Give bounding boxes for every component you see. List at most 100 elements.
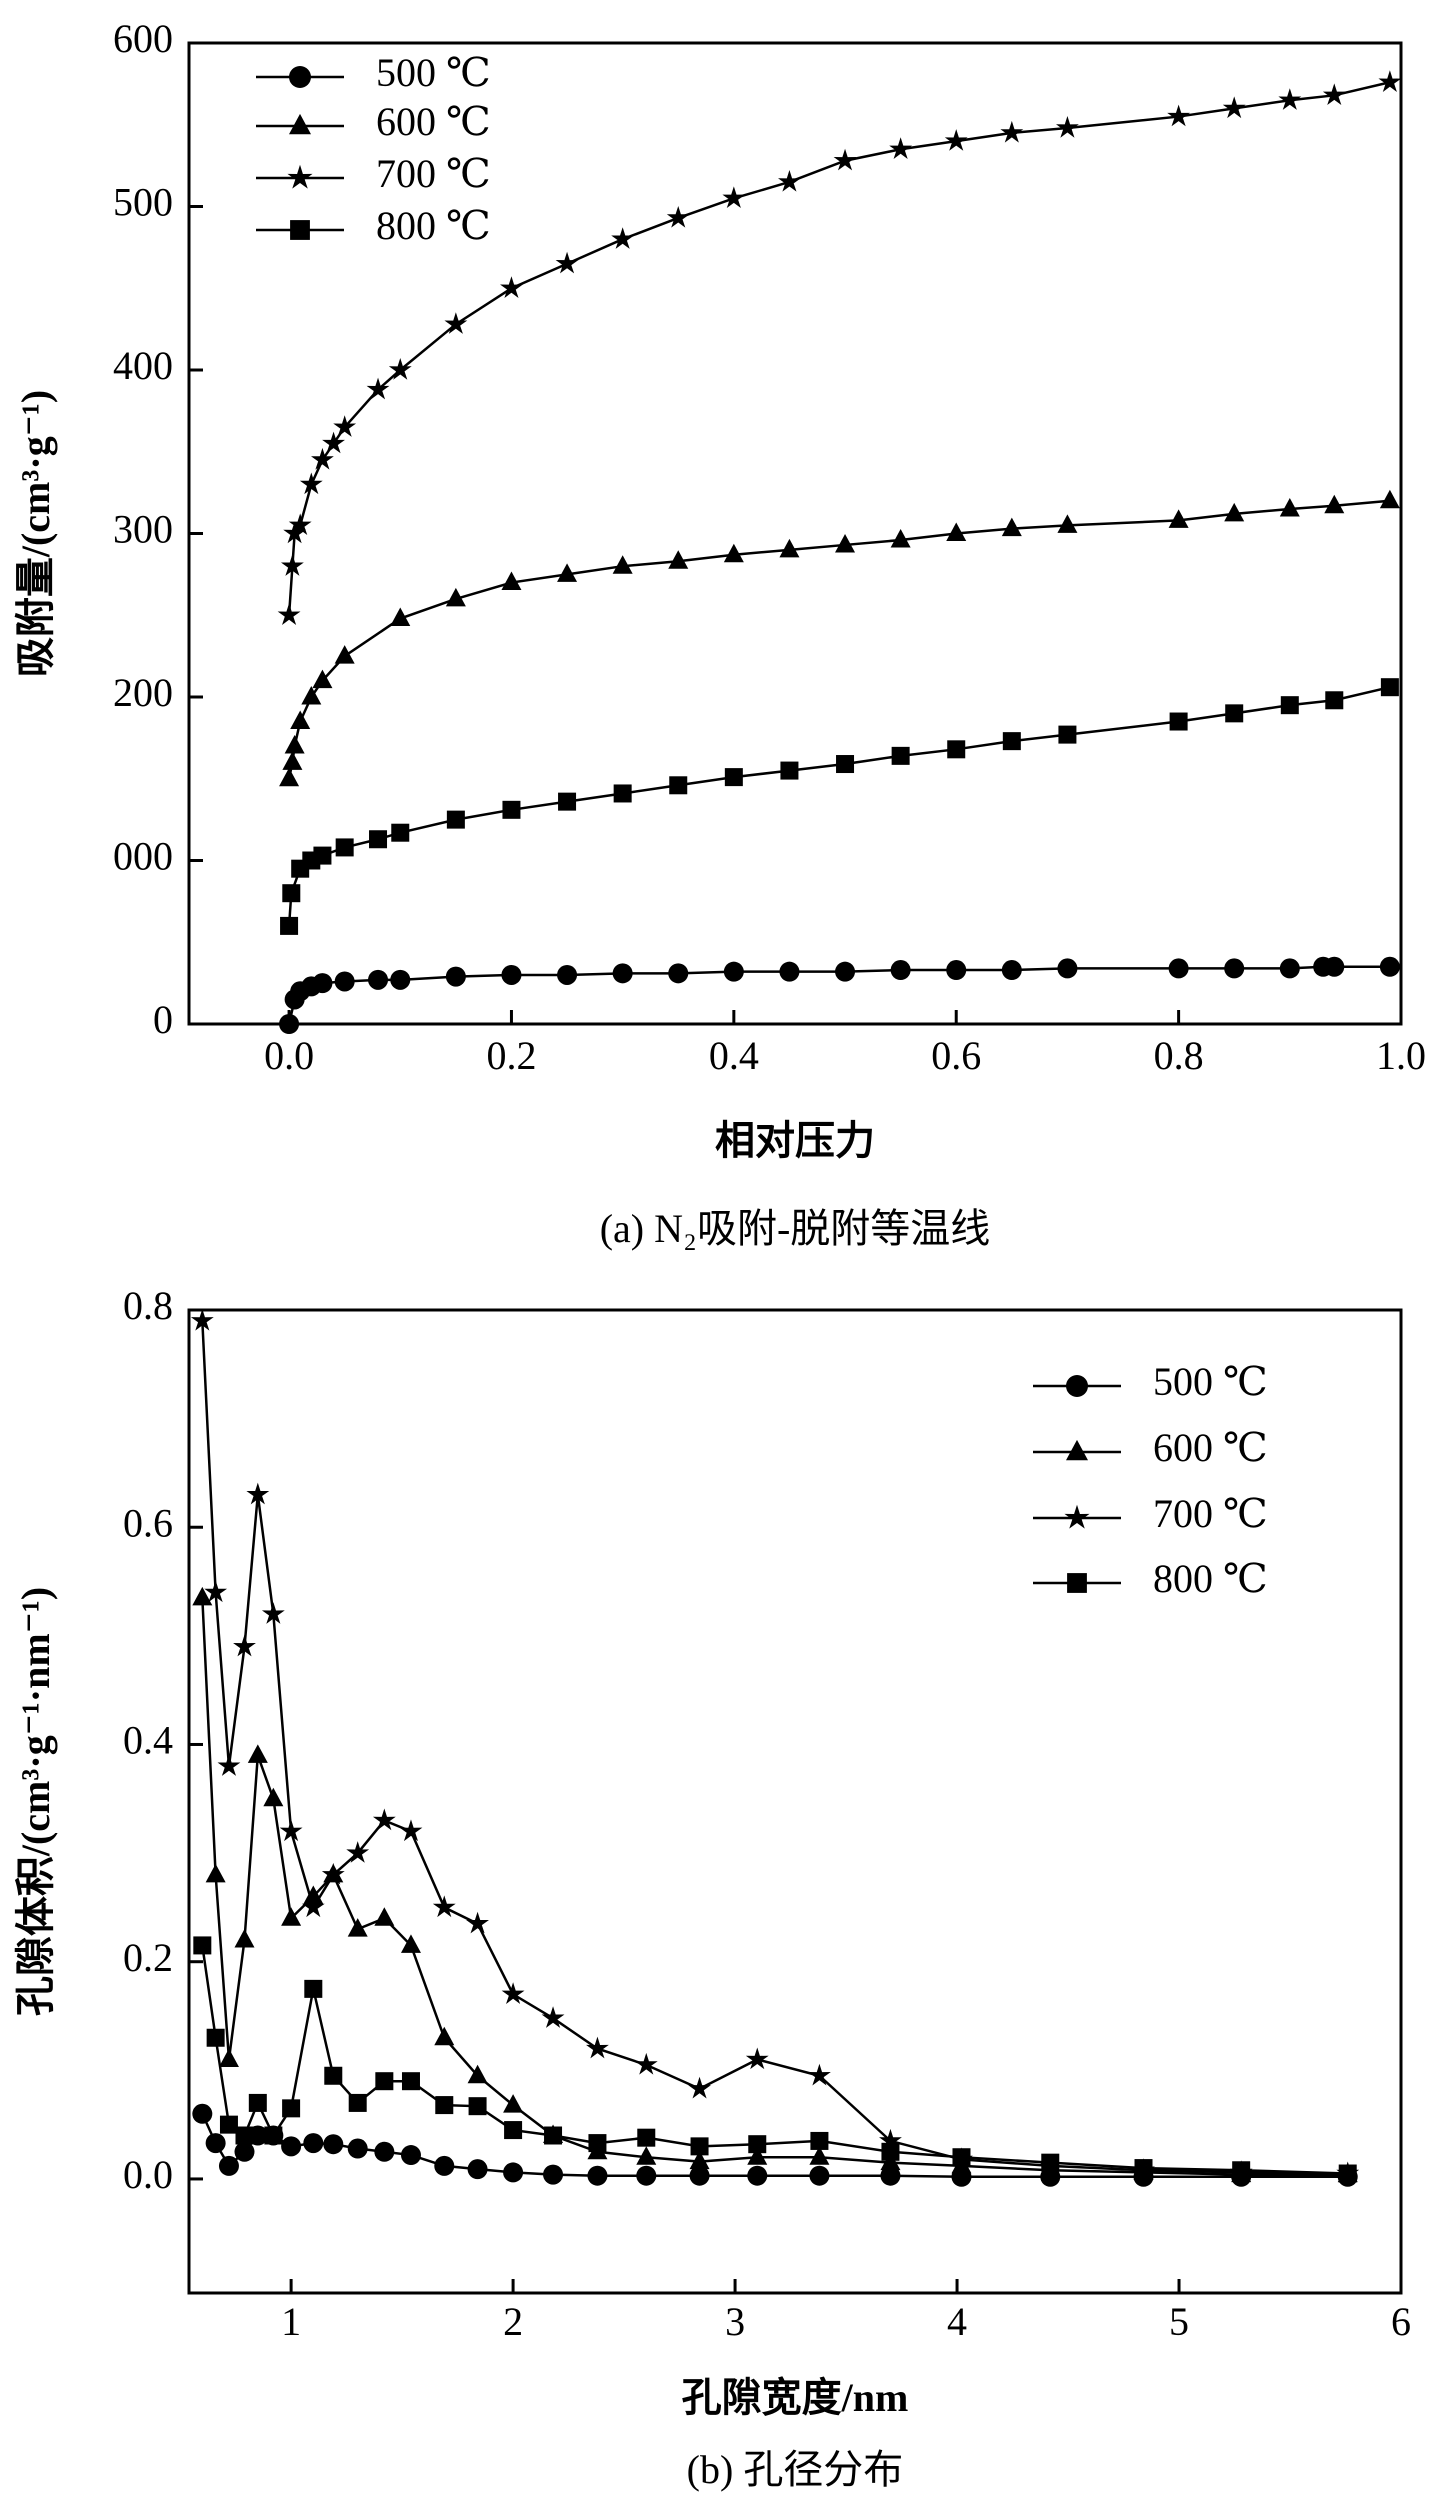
- marker: [247, 1744, 268, 1763]
- marker: [467, 2064, 488, 2084]
- marker: [688, 2076, 711, 2099]
- marker: [748, 2135, 767, 2154]
- marker: [1224, 958, 1245, 979]
- series-line: [287, 685, 1391, 926]
- marker: [248, 2093, 267, 2112]
- marker: [779, 538, 800, 558]
- marker: [724, 768, 743, 787]
- marker: [503, 2162, 524, 2183]
- marker: [587, 2165, 608, 2186]
- marker: [1057, 514, 1078, 533]
- marker: [301, 1895, 325, 1918]
- marker: [1322, 83, 1346, 106]
- marker: [281, 2136, 302, 2157]
- marker: [723, 961, 744, 982]
- marker: [500, 276, 523, 298]
- marker: [368, 969, 389, 990]
- marker: [287, 164, 313, 189]
- marker: [836, 755, 855, 774]
- marker: [288, 513, 312, 536]
- marker: [304, 1979, 323, 1998]
- y-tick-label: 0.0: [123, 2152, 173, 2197]
- y-tick-label: 000: [113, 834, 173, 879]
- marker: [334, 645, 355, 664]
- caption: (b) 孔径分布: [687, 2447, 904, 2492]
- marker: [1222, 96, 1246, 119]
- marker: [205, 1863, 226, 1883]
- marker: [204, 1580, 228, 1603]
- marker: [637, 2128, 656, 2147]
- marker: [234, 1928, 255, 1948]
- marker: [444, 312, 468, 334]
- marker: [1279, 497, 1300, 517]
- marker: [1168, 509, 1189, 528]
- marker: [558, 792, 577, 811]
- marker: [323, 2134, 344, 2155]
- x-tick-label: 2: [503, 2299, 523, 2344]
- marker: [1067, 1573, 1087, 1593]
- marker: [543, 2164, 564, 2185]
- marker: [747, 2146, 768, 2165]
- marker: [446, 810, 465, 829]
- marker: [557, 563, 578, 582]
- marker: [390, 969, 411, 990]
- marker: [1057, 958, 1078, 979]
- marker: [1041, 2153, 1060, 2172]
- marker: [246, 1482, 270, 1505]
- marker: [234, 2141, 255, 2162]
- marker: [1380, 678, 1399, 697]
- marker: [347, 1918, 368, 1937]
- marker: [279, 1014, 300, 1034]
- x-tick-label: 0.8: [1154, 1033, 1204, 1078]
- marker: [281, 1907, 302, 1926]
- marker: [1066, 1375, 1088, 1397]
- marker: [235, 2126, 254, 2145]
- marker: [1001, 517, 1022, 537]
- marker: [669, 776, 688, 795]
- marker: [1001, 960, 1022, 981]
- legend-label: 600 ℃: [1153, 1425, 1268, 1470]
- marker: [334, 971, 355, 992]
- marker: [946, 960, 967, 981]
- marker: [282, 751, 303, 770]
- marker: [544, 2126, 563, 2145]
- x-tick-label: 3: [725, 2299, 745, 2344]
- series-line: [201, 1945, 1348, 2175]
- x-tick-label: 0.4: [709, 1033, 759, 1078]
- marker: [321, 1862, 345, 1885]
- marker: [290, 710, 311, 730]
- marker: [504, 2121, 523, 2140]
- marker: [690, 2137, 709, 2156]
- marker: [282, 884, 301, 903]
- marker: [668, 963, 689, 984]
- marker: [445, 587, 466, 607]
- marker: [889, 137, 913, 159]
- marker: [281, 554, 304, 576]
- marker: [311, 447, 334, 470]
- marker: [346, 1841, 370, 1863]
- legend-label: 500 ℃: [376, 50, 491, 95]
- caption: (a) N₂吸附-脱附等温线: [600, 1206, 991, 1251]
- marker: [375, 2072, 394, 2091]
- marker: [1324, 956, 1345, 977]
- legend-label: 700 ℃: [1153, 1491, 1268, 1536]
- marker: [689, 2150, 710, 2170]
- marker: [879, 2128, 902, 2151]
- marker: [1168, 958, 1189, 979]
- marker: [467, 2159, 488, 2180]
- x-tick-label: 1.0: [1376, 1033, 1426, 1078]
- marker: [372, 1808, 396, 1831]
- marker: [689, 2165, 710, 2186]
- marker: [434, 2026, 455, 2046]
- x-tick-label: 4: [947, 2299, 967, 2344]
- marker: [401, 2072, 420, 2091]
- legend-label: 800 ℃: [1153, 1556, 1268, 1601]
- marker: [745, 2047, 769, 2070]
- marker: [1324, 494, 1345, 514]
- marker: [880, 2165, 901, 2186]
- marker: [289, 66, 311, 88]
- marker: [503, 2094, 524, 2113]
- x-axis-label: 孔隙宽度/nm: [682, 2375, 909, 2420]
- y-tick-label: 0: [153, 997, 173, 1042]
- legend-label: 800 ℃: [376, 203, 491, 248]
